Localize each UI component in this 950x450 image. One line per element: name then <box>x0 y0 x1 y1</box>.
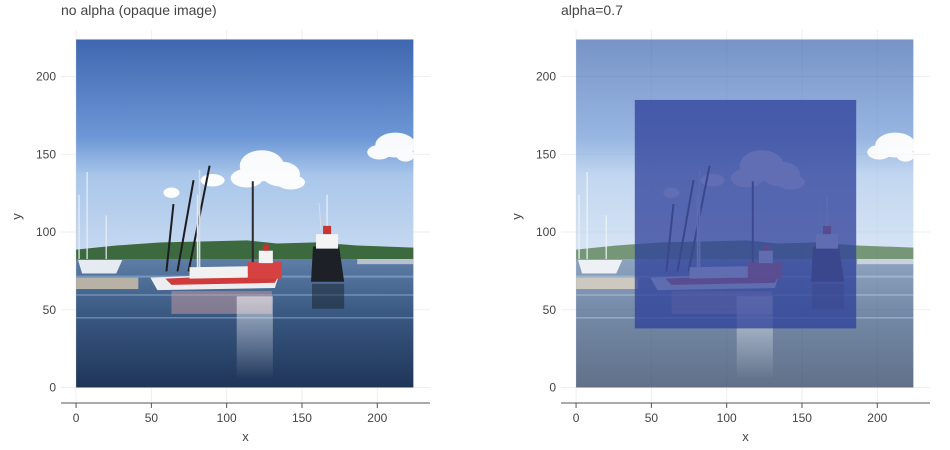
y-tick-label: 200 <box>536 70 556 84</box>
x-tick-label: 150 <box>792 411 812 425</box>
y-tick-label: 50 <box>543 303 557 317</box>
subplot-1: no alpha (opaque image) 0 50 100 150 200 0 50 10… <box>9 2 430 444</box>
y-axis-title: y <box>9 213 24 220</box>
x-tick-label: 200 <box>367 411 387 425</box>
y-tick-label: 100 <box>536 225 556 239</box>
harbor-image <box>76 39 414 388</box>
x-axis-title: x <box>242 429 249 444</box>
x-tick-label: 0 <box>73 411 80 425</box>
overlay-rect <box>634 99 857 329</box>
x-tick-label: 100 <box>717 411 737 425</box>
x-tick-label: 0 <box>573 411 580 425</box>
x-tick-label: 200 <box>867 411 887 425</box>
subplot-title: alpha=0.7 <box>561 2 623 18</box>
y-tick-label: 0 <box>49 380 56 394</box>
x-tick-label: 150 <box>292 411 312 425</box>
subplot-2: alpha=0.7 0 50 100 150 200 0 50 100 150 200 x y <box>509 2 930 444</box>
x-axis-title: x <box>742 429 749 444</box>
y-axis-title: y <box>509 213 524 220</box>
y-tick-label: 100 <box>36 225 56 239</box>
x-tick-label: 100 <box>217 411 237 425</box>
y-tick-label: 150 <box>36 147 56 161</box>
x-tick-label: 50 <box>645 411 659 425</box>
x-tick-label: 50 <box>145 411 159 425</box>
y-tick-label: 150 <box>536 147 556 161</box>
subplot-title: no alpha (opaque image) <box>61 2 217 18</box>
y-tick-label: 200 <box>36 70 56 84</box>
y-tick-label: 0 <box>549 380 556 394</box>
y-tick-label: 50 <box>43 303 57 317</box>
